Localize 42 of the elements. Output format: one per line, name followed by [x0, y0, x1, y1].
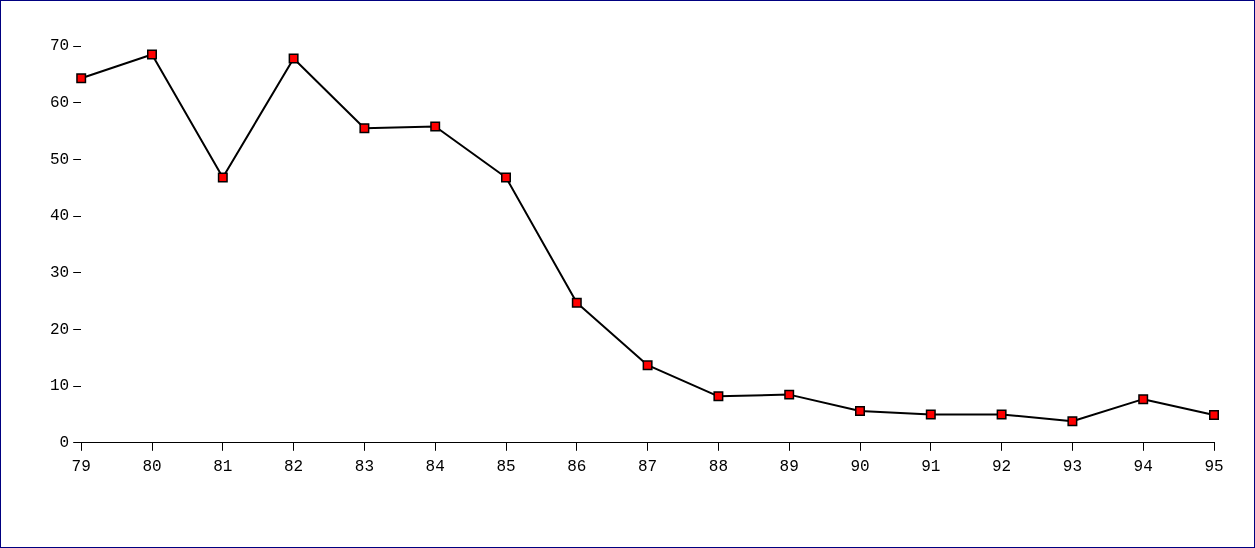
- x-tick-label: 91: [921, 457, 941, 476]
- y-tick-label: 20: [50, 320, 70, 339]
- point: [855, 406, 865, 417]
- point: [288, 53, 299, 64]
- point: [784, 389, 795, 400]
- y-tick-label: 30: [50, 263, 70, 282]
- x-tick-label: 86: [567, 457, 587, 476]
- y-tick-label: 70: [50, 37, 70, 56]
- point: [359, 123, 370, 134]
- x-tick-label: 79: [71, 457, 91, 476]
- point: [713, 391, 724, 402]
- x-tick-label: 93: [1062, 457, 1082, 476]
- point: [571, 297, 582, 308]
- point: [430, 121, 441, 132]
- x-tick-label: 95: [1204, 457, 1224, 476]
- point: [642, 360, 653, 371]
- point: [501, 172, 511, 183]
- y-tick-label: 50: [50, 150, 70, 169]
- point: [996, 409, 1007, 420]
- x-tick-label: 88: [708, 457, 728, 476]
- x-tick-label: 81: [213, 457, 233, 476]
- x-tick-label: 83: [354, 457, 374, 476]
- y-tick-label: 60: [50, 93, 70, 112]
- x-tick-label: 84: [425, 457, 445, 476]
- x-tick-label: 82: [284, 457, 304, 476]
- point: [1209, 410, 1219, 421]
- point: [147, 49, 157, 60]
- y-tick-label: 10: [50, 377, 70, 396]
- x-tick-label: 92: [992, 457, 1012, 476]
- point: [217, 172, 228, 183]
- point: [925, 409, 936, 420]
- y-tick-label: 0: [59, 434, 70, 453]
- x-tick-label: 87: [638, 457, 658, 476]
- point: [76, 73, 87, 84]
- x-tick-label: 90: [850, 457, 870, 476]
- point: [1138, 394, 1149, 405]
- x-tick-label: 89: [779, 457, 799, 476]
- x-tick-label: 80: [142, 457, 162, 476]
- x-tick-label: 94: [1133, 457, 1153, 476]
- point: [1067, 416, 1078, 427]
- y-tick-label: 40: [50, 207, 70, 226]
- x-tick-label: 85: [496, 457, 516, 476]
